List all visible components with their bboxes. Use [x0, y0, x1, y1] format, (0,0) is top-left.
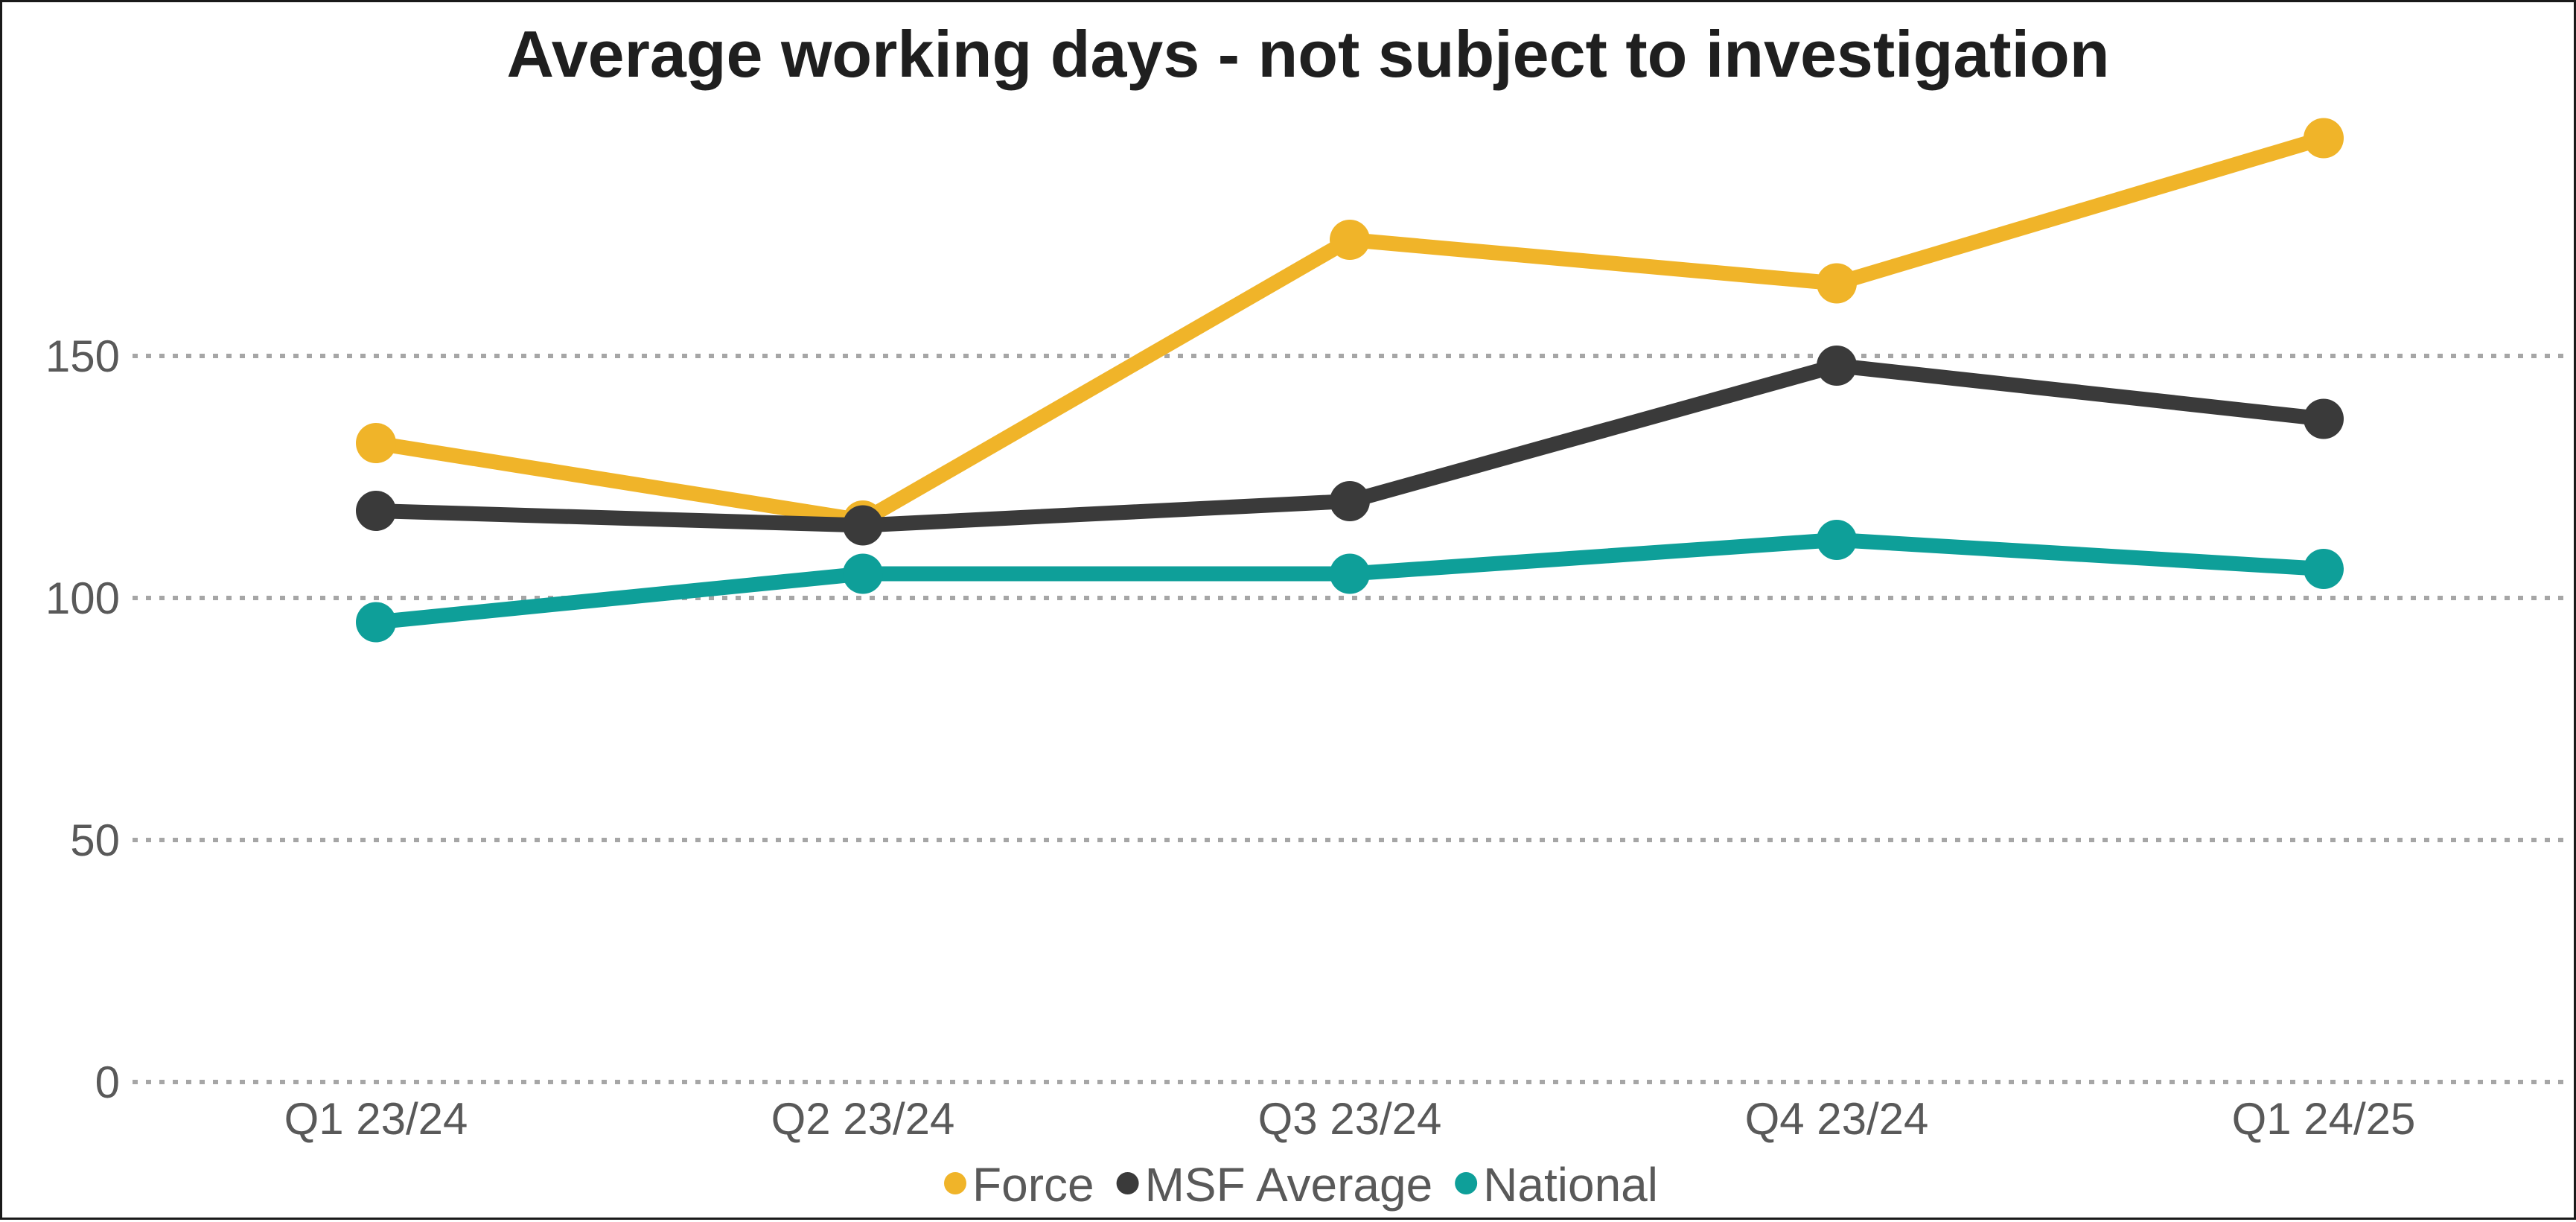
y-axis-ticks: 0 50 100 150 — [45, 331, 120, 1107]
x-tick-label: Q1 24/25 — [2232, 1094, 2416, 1144]
x-tick-label: Q2 23/24 — [771, 1094, 955, 1144]
series-force — [356, 118, 2344, 541]
data-point — [2304, 549, 2344, 589]
series-msf-average — [356, 346, 2344, 546]
x-tick-label: Q4 23/24 — [1745, 1094, 1929, 1144]
legend-marker — [944, 1172, 966, 1194]
legend-marker — [1116, 1172, 1139, 1194]
data-point — [1817, 346, 1857, 386]
x-tick-label: Q3 23/24 — [1258, 1094, 1442, 1144]
data-point — [2304, 118, 2344, 159]
y-tick-label: 0 — [95, 1057, 120, 1107]
data-point — [356, 602, 396, 643]
x-tick-label: Q1 23/24 — [284, 1094, 468, 1144]
data-point — [1330, 481, 1370, 521]
series-national — [356, 520, 2344, 643]
legend-label: MSF Average — [1145, 1158, 1433, 1212]
x-axis-ticks: Q1 23/24 Q2 23/24 Q3 23/24 Q4 23/24 Q1 24/25 — [284, 1094, 2416, 1144]
legend-label: National — [1483, 1158, 1658, 1212]
data-point — [2304, 398, 2344, 439]
legend-label: Force — [972, 1158, 1094, 1212]
series-line — [369, 130, 2331, 528]
legend: Force MSF Average National — [944, 1158, 1658, 1212]
data-point — [356, 423, 396, 463]
data-point — [1330, 220, 1370, 260]
y-tick-label: 50 — [70, 815, 120, 865]
data-point — [843, 553, 883, 594]
y-tick-label: 150 — [45, 331, 120, 381]
data-point — [356, 491, 396, 531]
y-tick-label: 100 — [45, 573, 120, 623]
legend-marker — [1455, 1172, 1478, 1194]
data-point — [1330, 553, 1370, 594]
data-point — [843, 505, 883, 546]
data-point — [1817, 520, 1857, 560]
series-layer — [356, 118, 2344, 643]
data-point — [1817, 263, 1857, 304]
chart-title: Average working days - not subject to in… — [506, 17, 2109, 91]
gridlines — [133, 354, 2567, 1084]
